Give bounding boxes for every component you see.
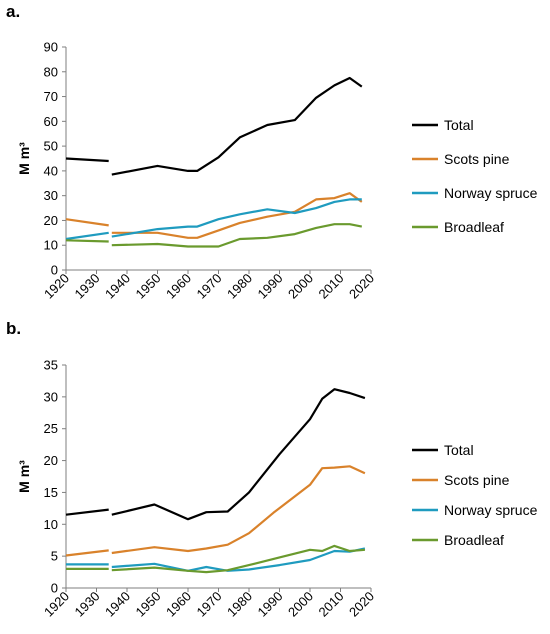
series-line-broadleaf [111, 223, 363, 248]
x-tick-label: 1920 [41, 589, 72, 620]
legend-label-broadleaf: Broadleaf [444, 532, 504, 548]
series-line-broadleaf [111, 544, 365, 574]
x-tick-label: 2020 [346, 271, 377, 302]
y-tick-label: 35 [44, 358, 58, 373]
x-tick-label: 1990 [255, 589, 286, 620]
x-tick-label: 1950 [133, 271, 164, 302]
x-tick-label: 2010 [316, 271, 347, 302]
y-tick-label: 30 [44, 389, 58, 404]
series-line-scots-pine [111, 465, 366, 555]
y-tick-label: 20 [44, 213, 58, 228]
y-tick-label: 15 [44, 485, 58, 500]
y-tick-label: 25 [44, 421, 58, 436]
series-line-norway-spruce [111, 547, 366, 572]
x-tick-label: 1930 [72, 271, 103, 302]
series-line-total [111, 76, 363, 176]
x-tick-label: 2010 [316, 589, 347, 620]
y-tick-label: 70 [44, 89, 58, 104]
series-line-scots-pine [65, 218, 109, 227]
legend-label-broadleaf: Broadleaf [444, 219, 504, 235]
series-line-scots-pine [65, 549, 109, 557]
legend-label-total: Total [444, 117, 474, 133]
x-tick-label: 1950 [133, 589, 164, 620]
series-line-total [65, 508, 109, 516]
y-tick-label: 40 [44, 163, 58, 178]
legend-label-scots-pine: Scots pine [444, 472, 510, 488]
y-tick-label: 30 [44, 188, 58, 203]
y-axis-label: M m³ [16, 142, 32, 175]
series-line-broadleaf [65, 239, 109, 243]
y-tick-label: 0 [51, 263, 58, 278]
series-line-scots-pine [111, 192, 363, 239]
x-tick-label: 1970 [194, 589, 225, 620]
series-line-total [111, 388, 366, 521]
x-tick-label: 2000 [285, 589, 316, 620]
y-tick-label: 5 [51, 549, 58, 564]
panel-label: a. [6, 2, 20, 21]
x-tick-label: 2020 [346, 589, 377, 620]
x-tick-label: 1930 [72, 589, 103, 620]
y-tick-label: 50 [44, 139, 58, 154]
legend-label-norway-spruce: Norway spruce [444, 185, 538, 201]
y-tick-label: 20 [44, 453, 58, 468]
x-tick-label: 1980 [224, 271, 255, 302]
x-tick-label: 1940 [102, 271, 133, 302]
y-tick-label: 10 [44, 238, 58, 253]
legend-label-total: Total [444, 442, 474, 458]
legend-label-scots-pine: Scots pine [444, 151, 510, 167]
series-line-total [65, 157, 109, 163]
y-tick-label: 10 [44, 517, 58, 532]
x-tick-label: 1990 [255, 271, 286, 302]
x-tick-label: 1960 [163, 271, 194, 302]
y-tick-label: 80 [44, 64, 58, 79]
x-tick-label: 1920 [41, 271, 72, 302]
y-tick-label: 90 [44, 40, 58, 55]
y-tick-label: 60 [44, 114, 58, 129]
series-line-norway-spruce [65, 231, 109, 241]
x-tick-label: 1970 [194, 271, 225, 302]
y-axis-label: M m³ [16, 460, 32, 493]
x-tick-label: 1980 [224, 589, 255, 620]
legend-label-norway-spruce: Norway spruce [444, 502, 538, 518]
series-line-norway-spruce [111, 198, 362, 238]
x-tick-label: 1960 [163, 589, 194, 620]
panel-label: b. [6, 319, 21, 338]
y-tick-label: 0 [51, 581, 58, 596]
x-tick-label: 2000 [285, 271, 316, 302]
x-tick-label: 1940 [102, 589, 133, 620]
